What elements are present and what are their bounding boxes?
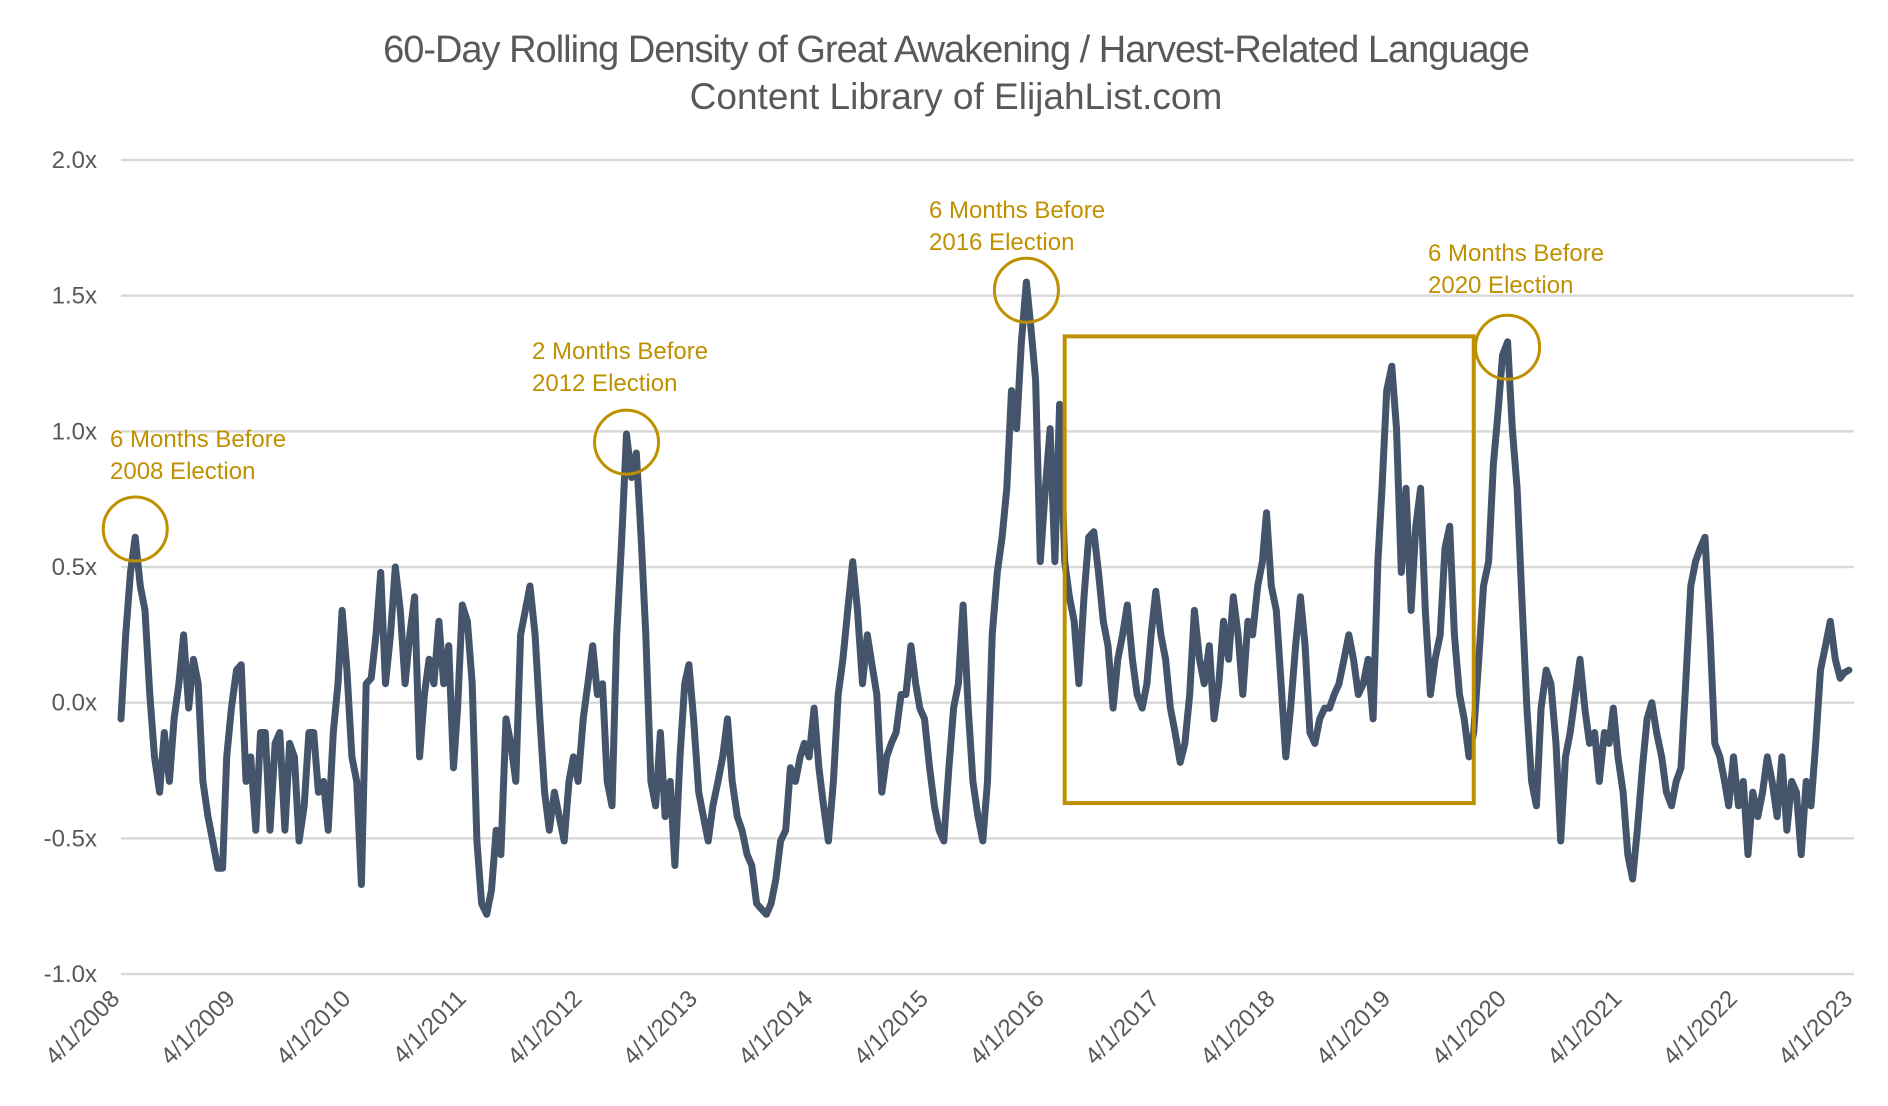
- y-axis-ticks: 2.0x 1.5x 1.0x 0.5x 0.0x -0.5x -1.0x: [44, 147, 97, 988]
- y-tick-label: 2.0x: [52, 147, 97, 174]
- highlight-box: [1062, 334, 1476, 806]
- x-tick-label: 4/1/2008: [40, 985, 125, 1070]
- x-tick-label: 4/1/2013: [618, 985, 703, 1070]
- y-tick-label: 1.0x: [52, 418, 97, 445]
- chart-subtitle: Content Library of ElijahList.com: [690, 76, 1223, 117]
- annotation-2008-line1: 6 Months Before: [110, 426, 286, 453]
- series-layer: [117, 278, 1853, 918]
- annotation-2020-line2: 2020 Election: [1428, 272, 1573, 299]
- annotation-circle: [992, 256, 1060, 324]
- annotation-2016-line2: 2016 Election: [929, 229, 1074, 256]
- x-tick-label: 4/1/2019: [1311, 985, 1396, 1070]
- x-tick-label: 4/1/2022: [1658, 985, 1743, 1070]
- y-tick-label: 0.0x: [52, 690, 97, 717]
- x-tick-label: 4/1/2020: [1427, 985, 1512, 1070]
- y-tick-label: 0.5x: [52, 554, 97, 581]
- x-tick-label: 4/1/2009: [156, 985, 241, 1070]
- y-tick-label: -1.0x: [44, 961, 97, 988]
- x-tick-label: 4/1/2012: [502, 985, 587, 1070]
- annotation-2008-line2: 2008 Election: [110, 458, 255, 485]
- series-line: [117, 278, 1853, 918]
- y-tick-label: -0.5x: [44, 825, 97, 852]
- x-tick-label: 4/1/2015: [849, 985, 934, 1070]
- annotations-layer: 6 Months Before 2008 Election 2 Months B…: [101, 197, 1604, 806]
- chart-title: 60-Day Rolling Density of Great Awakenin…: [383, 29, 1529, 71]
- x-axis-ticks: 4/1/2008 4/1/2009 4/1/2010 4/1/2011 4/1/2012…: [40, 985, 1858, 1070]
- x-tick-label: 4/1/2017: [1080, 985, 1165, 1070]
- y-tick-label: 1.5x: [52, 283, 97, 310]
- annotation-2016-line1: 6 Months Before: [929, 197, 1105, 224]
- annotation-circle: [593, 408, 661, 476]
- annotation-circle: [1474, 313, 1542, 381]
- x-tick-label: 4/1/2010: [271, 985, 356, 1070]
- x-tick-label: 4/1/2021: [1542, 985, 1627, 1070]
- x-tick-label: 4/1/2014: [733, 985, 818, 1070]
- x-tick-label: 4/1/2011: [388, 985, 472, 1069]
- annotation-2012-line1: 2 Months Before: [532, 338, 708, 365]
- annotation-circle: [101, 495, 169, 563]
- annotation-2020-line1: 6 Months Before: [1428, 240, 1604, 267]
- x-tick-label: 4/1/2018: [1195, 985, 1280, 1070]
- x-tick-label: 4/1/2023: [1773, 985, 1858, 1070]
- annotation-2012-line2: 2012 Election: [532, 370, 677, 397]
- gridlines: [121, 158, 1854, 976]
- x-tick-label: 4/1/2016: [964, 985, 1049, 1070]
